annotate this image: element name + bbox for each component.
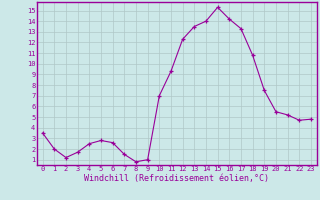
X-axis label: Windchill (Refroidissement éolien,°C): Windchill (Refroidissement éolien,°C) bbox=[84, 174, 269, 183]
